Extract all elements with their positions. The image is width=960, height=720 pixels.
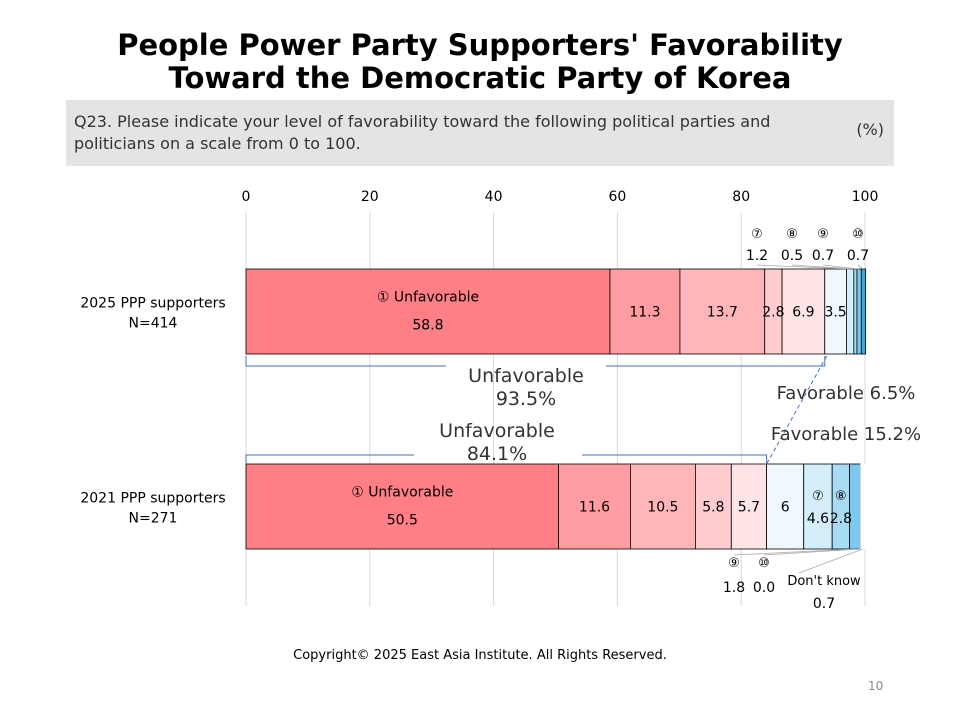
callout-top-value-3: 0.7	[847, 248, 869, 264]
bar-segment-r1-s10	[860, 463, 866, 550]
bar-label-name-r0-0: ① Unfavorable	[377, 290, 479, 306]
bracket-unfav-2025-left	[245, 356, 446, 367]
bar-segment-r0-s6	[846, 268, 855, 355]
unit-label: (%)	[856, 120, 884, 139]
bar-label-value-r0-2: 13.7	[707, 305, 738, 321]
bar-label-value-r1-4: 5.7	[738, 500, 760, 516]
bar-segment-r0-s1	[609, 268, 681, 355]
category-label-1: 2021 PPP supporters	[80, 491, 225, 507]
bar-segment-r0-s4	[781, 268, 826, 355]
bar-segment-r0-s7	[853, 268, 858, 355]
bar-segment-r0-s8	[856, 268, 862, 355]
bar-segment-r1-s3	[694, 463, 732, 550]
bar-segment-r1-s4	[730, 463, 767, 550]
favorable-shift-dashed-line	[766, 355, 828, 465]
category-sublabel-1: N=271	[129, 511, 178, 527]
callout-bottom-leader-0	[733, 548, 856, 556]
bar-segment-r1-s6	[803, 463, 833, 550]
bar-segment-r1-s5	[766, 463, 805, 550]
callout-top-leader-1	[791, 264, 856, 270]
inside-2021-mark-0: ⑦	[812, 489, 824, 504]
chart-title-line1: People Power Party Supporters' Favorabil…	[117, 28, 843, 62]
callout-top-mark-0: ⑦	[751, 227, 763, 242]
bar-label-value-r1-5: 6	[781, 500, 790, 516]
unfav-2021-value: 84.1%	[467, 443, 527, 465]
callout-top-leader-0	[756, 264, 851, 270]
callout-bottom-value-0: 1.8	[723, 580, 745, 596]
bar-label-value-r0-4: 6.9	[792, 305, 814, 321]
unfav-2021-label: Unfavorable	[439, 420, 555, 442]
question-box: Q23. Please indicate your level of favor…	[66, 100, 894, 166]
bar-label-value-r1-1: 11.6	[579, 500, 610, 516]
x-tick-label-40: 40	[485, 189, 503, 205]
bar-label-value-r0-0: 58.8	[412, 318, 443, 334]
callout-top-mark-3: ⑩	[852, 227, 864, 242]
bar-segment-r1-s8	[849, 463, 862, 550]
bar-label-value-r0-5: 3.5	[824, 305, 846, 321]
question-text: Q23. Please indicate your level of favor…	[74, 112, 771, 153]
bar-segment-r1-s0	[245, 463, 559, 550]
bar-label-value-r1-2: 10.5	[647, 500, 678, 516]
bar-segment-r0-s0	[245, 268, 611, 355]
inside-2021-value-0: 4.6	[807, 511, 829, 527]
callout-bottom-leader-2	[798, 548, 863, 574]
fav-2021-label: Favorable 15.2%	[771, 424, 921, 445]
bar-segment-r0-s9	[860, 268, 867, 355]
bracket-unfav-2021-right	[582, 454, 768, 464]
unfav-2025-value: 93.5%	[496, 388, 556, 410]
copyright-notice: Copyright© 2025 East Asia Institute. All…	[293, 648, 667, 663]
bar-label-value-r0-3: 2.8	[762, 305, 784, 321]
callout-bottom-value-1: 0.0	[753, 580, 775, 596]
fav-2025-label: Favorable 6.5%	[777, 383, 916, 404]
bracket-unfav-2025-right	[606, 356, 826, 367]
callout-bottom-value-2: 0.7	[813, 596, 835, 612]
x-tick-label-0: 0	[242, 189, 251, 205]
x-tick-label-60: 60	[608, 189, 626, 205]
bar-label-name-r1-0: ① Unfavorable	[351, 485, 453, 501]
bar-segment-r1-s7	[831, 463, 850, 550]
bracket-unfav-2021-left	[245, 454, 414, 464]
bar-label-value-r1-0: 50.5	[387, 513, 418, 529]
callout-top-leader-2	[822, 264, 860, 270]
callout-top-value-1: 0.5	[781, 248, 803, 264]
inside-2021-value-1: 2.8	[830, 511, 852, 527]
x-tick-label-80: 80	[732, 189, 750, 205]
callout-top-mark-2: ⑨	[817, 227, 829, 242]
category-sublabel-0: N=414	[129, 316, 178, 332]
unfav-2025-label: Unfavorable	[468, 365, 584, 387]
callout-top-value-2: 0.7	[812, 248, 834, 264]
bar-label-value-r1-3: 5.8	[702, 500, 724, 516]
callout-bottom-mark-0: ⑨	[728, 556, 740, 571]
bar-segment-r0-s2	[679, 268, 766, 355]
callout-bottom-mark-2: Don't know	[787, 574, 861, 589]
inside-2021-mark-1: ⑧	[835, 489, 847, 504]
page-number: 10	[868, 679, 884, 693]
bar-label-value-r0-1: 11.3	[629, 305, 660, 321]
callout-bottom-mark-1: ⑩	[758, 556, 770, 571]
callout-top-leader-3	[857, 264, 864, 270]
category-label-0: 2025 PPP supporters	[80, 296, 225, 312]
x-tick-label-100: 100	[852, 189, 879, 205]
callout-top-mark-1: ⑧	[786, 227, 798, 242]
chart-title-line2: Toward the Democratic Party of Korea	[168, 61, 792, 95]
callout-bottom-leader-1	[763, 548, 861, 556]
x-tick-label-20: 20	[361, 189, 379, 205]
bar-segment-r1-s1	[558, 463, 631, 550]
callout-top-value-0: 1.2	[746, 248, 768, 264]
